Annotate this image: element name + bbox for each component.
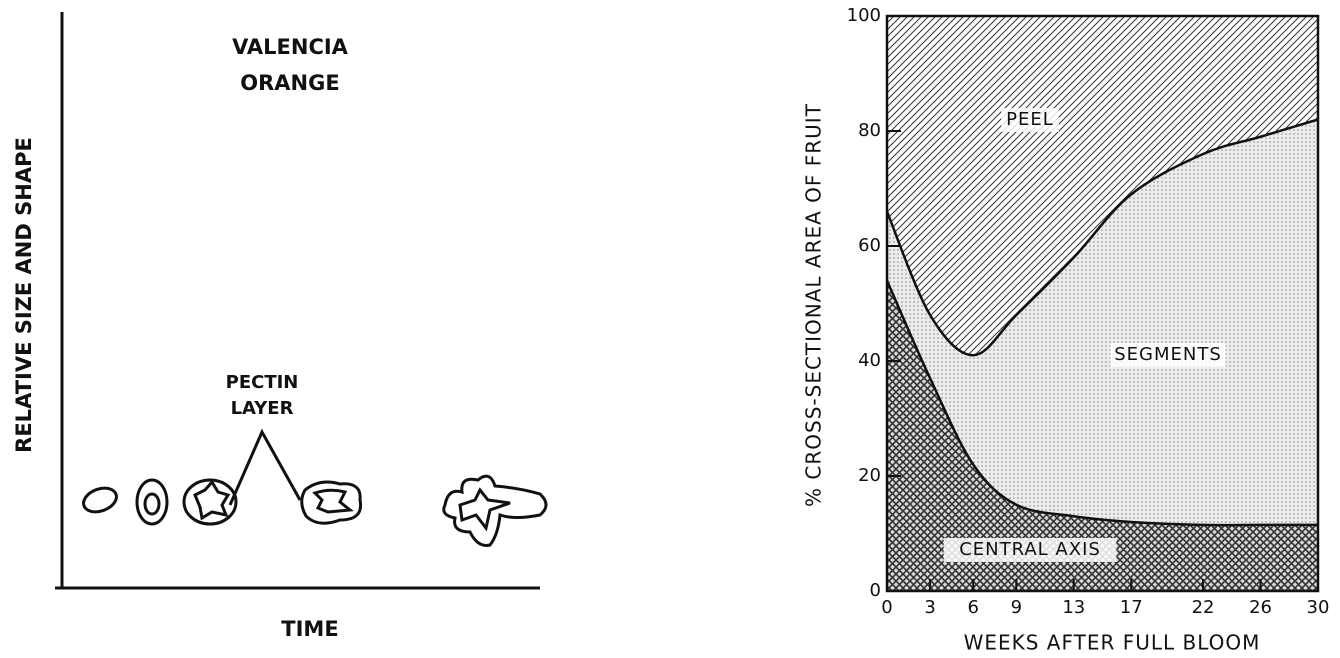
fruit-shape	[312, 488, 354, 514]
area-chart: % CROSS-SECTIONAL AREA OF FRUIT WEEKS AF…	[802, 5, 1330, 655]
y-tick-label: 40	[858, 350, 881, 371]
x-tick-label: 30	[1307, 597, 1330, 618]
pointer-line	[228, 428, 302, 506]
y-tick-label: 60	[858, 235, 881, 256]
label-background	[1110, 343, 1226, 367]
x-axis-label: TIME	[281, 617, 338, 641]
x-tick-label: 3	[924, 597, 935, 618]
x-tick-label: 26	[1249, 597, 1272, 618]
x-tick-label: 9	[1011, 597, 1022, 618]
boundary-line	[885, 279, 1319, 527]
label-background	[1001, 108, 1059, 132]
x-tick-label: 6	[967, 597, 978, 618]
series-label: CENTRAL AXIS	[959, 539, 1101, 560]
fruit-shape	[135, 478, 169, 526]
plot-frame	[885, 14, 1320, 593]
fruit-shape	[442, 474, 548, 547]
y-axis-label: RELATIVE SIZE AND SHAPE	[12, 137, 36, 453]
y-tick-label: 20	[858, 465, 881, 486]
label-background	[943, 538, 1117, 562]
y-tick-label: 100	[847, 5, 881, 26]
y-axis-label: % CROSS-SECTIONAL AREA OF FRUIT	[802, 103, 826, 507]
annotation: PECTIN	[226, 372, 299, 393]
area	[887, 16, 1318, 356]
fruit-shape	[300, 480, 363, 525]
x-tick-label: 22	[1192, 597, 1215, 618]
fruit-shape	[143, 492, 161, 516]
series-label: SEGMENTS	[1114, 344, 1222, 365]
series-label: PEEL	[1006, 109, 1054, 130]
area	[887, 280, 1318, 591]
x-tick-label: 0	[881, 597, 892, 618]
fruit-shape	[82, 486, 118, 514]
x-tick-label: 13	[1062, 597, 1085, 618]
fruit-shape	[193, 479, 231, 521]
title: VALENCIA	[232, 35, 349, 59]
title: ORANGE	[240, 71, 339, 95]
fruit-shape	[458, 487, 511, 532]
diagram-panel: VALENCIA ORANGE RELATIVE SIZE AND SHAPE …	[12, 12, 548, 641]
area	[887, 119, 1318, 526]
annotation: LAYER	[231, 398, 294, 419]
x-axis-label: WEEKS AFTER FULL BLOOM	[964, 631, 1261, 655]
boundary-line	[885, 118, 1319, 357]
x-tick-label: 17	[1120, 597, 1143, 618]
y-tick-label: 80	[858, 120, 881, 141]
fruit-shape	[182, 478, 238, 526]
y-tick-label: 0	[870, 580, 881, 601]
